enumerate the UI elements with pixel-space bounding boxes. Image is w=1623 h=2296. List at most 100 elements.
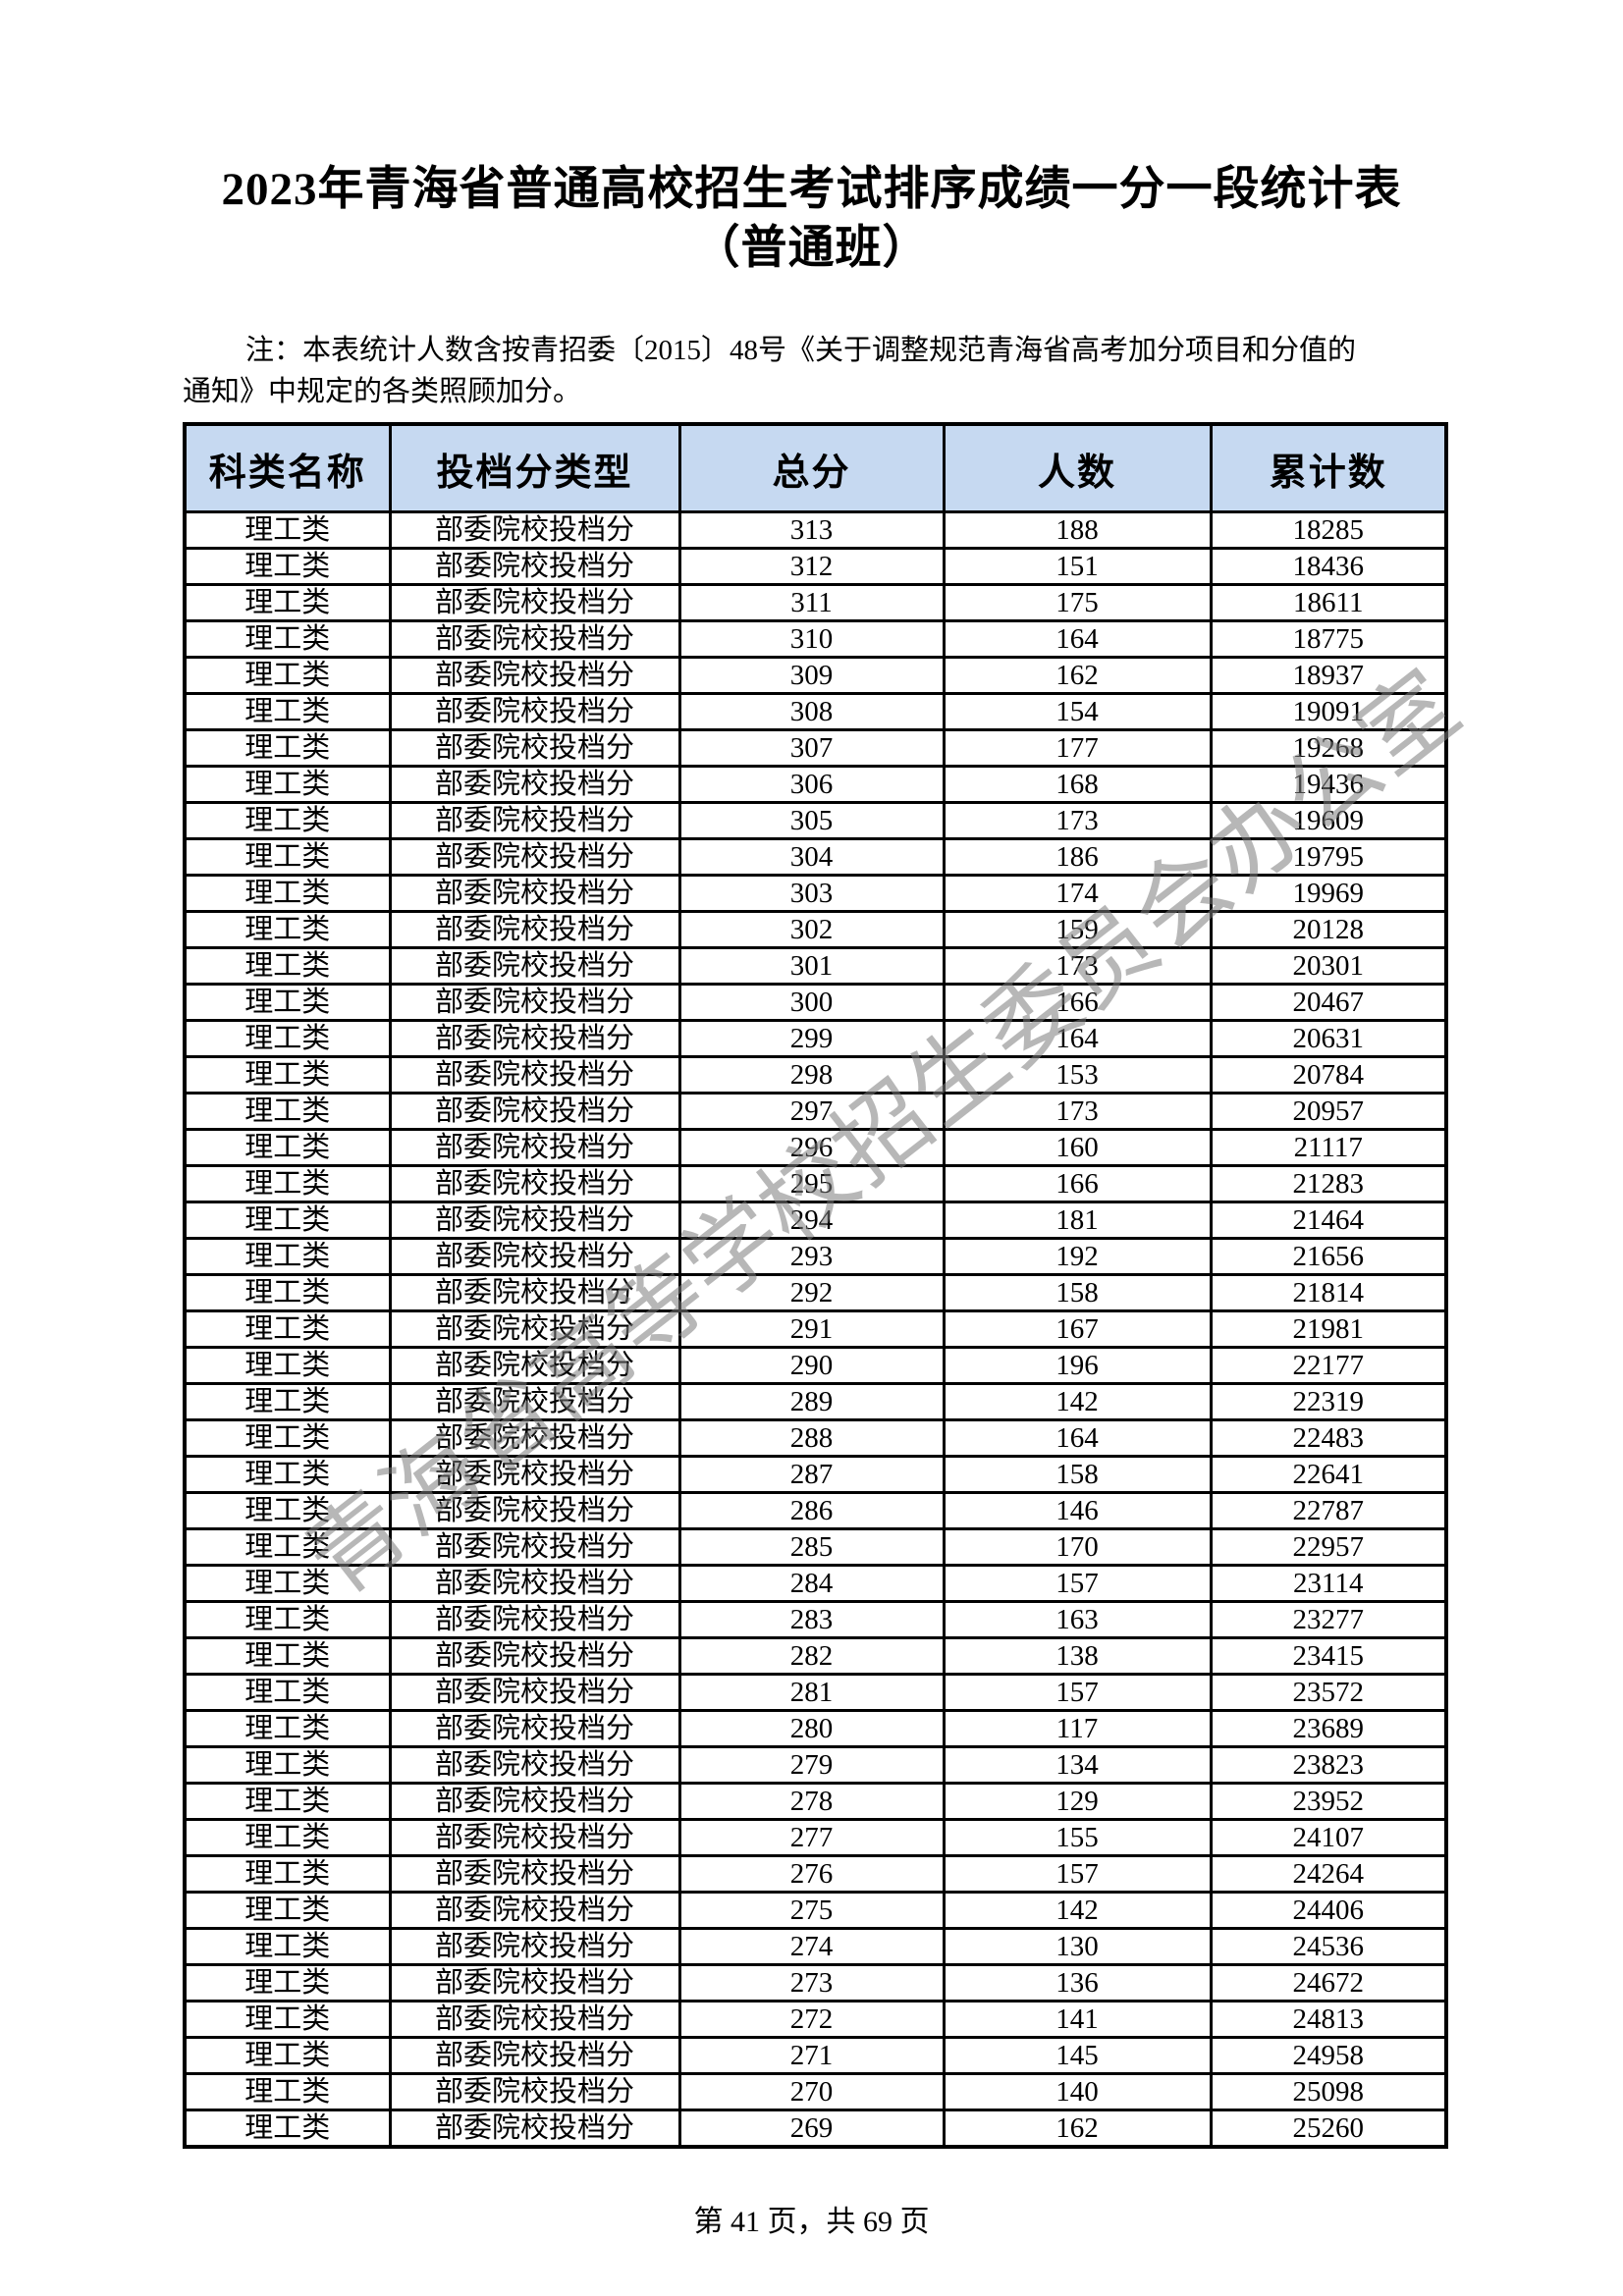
page-number-footer: 第 41 页，共 69 页	[693, 2206, 930, 2238]
table-row: 理工类 部委院校投档分 271 145 24958	[183, 2036, 1448, 2075]
cell-category: 理工类	[183, 1891, 392, 1930]
cell-total-score: 294	[677, 1201, 946, 1240]
cell-category: 理工类	[183, 1455, 392, 1494]
cell-category: 理工类	[183, 1418, 392, 1458]
cell-count: 174	[942, 874, 1213, 913]
cell-category: 理工类	[183, 1273, 392, 1312]
cell-category: 理工类	[183, 1564, 392, 1603]
cell-total-score: 301	[677, 946, 946, 986]
cell-total-score: 272	[677, 2000, 946, 2039]
score-distribution-table: 科类名称 投档分类型 总分 人数 累计数 理工类 部委院校投档分 313 188…	[183, 422, 1448, 2149]
cell-score-type: 部委院校投档分	[388, 801, 681, 840]
table-row: 理工类 部委院校投档分 294 181 21464	[183, 1201, 1448, 1240]
table-row: 理工类 部委院校投档分 281 157 23572	[183, 1673, 1448, 1712]
cell-total-score: 282	[677, 1636, 946, 1676]
cell-total-score: 287	[677, 1455, 946, 1494]
table-row: 理工类 部委院校投档分 308 154 19091	[183, 692, 1448, 731]
cell-score-type: 部委院校投档分	[388, 510, 681, 550]
cell-cumulative: 22787	[1209, 1491, 1448, 1530]
cell-score-type: 部委院校投档分	[388, 946, 681, 986]
cell-count: 162	[942, 2109, 1213, 2149]
cell-score-type: 部委院校投档分	[388, 1418, 681, 1458]
cell-count: 166	[942, 983, 1213, 1022]
cell-total-score: 306	[677, 765, 946, 804]
cell-score-type: 部委院校投档分	[388, 692, 681, 731]
cell-cumulative: 21981	[1209, 1309, 1448, 1349]
header-cumulative: 累计数	[1209, 422, 1448, 513]
cell-category: 理工类	[183, 510, 392, 550]
cell-score-type: 部委院校投档分	[388, 874, 681, 913]
cell-category: 理工类	[183, 2109, 392, 2149]
cell-cumulative: 18775	[1209, 619, 1448, 659]
cell-category: 理工类	[183, 1673, 392, 1712]
cell-category: 理工类	[183, 1164, 392, 1203]
cell-total-score: 303	[677, 874, 946, 913]
cell-count: 153	[942, 1055, 1213, 1095]
score-table-wrapper: 科类名称 投档分类型 总分 人数 累计数 理工类 部委院校投档分 313 188…	[183, 422, 1448, 2149]
cell-count: 157	[942, 1854, 1213, 1894]
cell-score-type: 部委院校投档分	[388, 1455, 681, 1494]
cell-score-type: 部委院校投档分	[388, 1782, 681, 1821]
cell-count: 186	[942, 837, 1213, 877]
cell-score-type: 部委院校投档分	[388, 728, 681, 768]
title-line-1: 2023年青海省普通高校招生考试排序成绩一分一段统计表	[221, 164, 1402, 215]
cell-cumulative: 24536	[1209, 1927, 1448, 1966]
cell-cumulative: 18285	[1209, 510, 1448, 550]
cell-count: 158	[942, 1273, 1213, 1312]
cell-count: 142	[942, 1382, 1213, 1421]
cell-score-type: 部委院校投档分	[388, 583, 681, 622]
table-row: 理工类 部委院校投档分 311 175 18611	[183, 583, 1448, 622]
cell-total-score: 309	[677, 656, 946, 695]
cell-score-type: 部委院校投档分	[388, 1891, 681, 1930]
cell-count: 170	[942, 1527, 1213, 1567]
cell-cumulative: 23952	[1209, 1782, 1448, 1821]
cell-score-type: 部委院校投档分	[388, 2072, 681, 2111]
cell-cumulative: 18436	[1209, 547, 1448, 586]
cell-total-score: 288	[677, 1418, 946, 1458]
cell-category: 理工类	[183, 765, 392, 804]
cell-count: 177	[942, 728, 1213, 768]
cell-score-type: 部委院校投档分	[388, 1346, 681, 1385]
header-total-score: 总分	[677, 422, 946, 513]
cell-count: 166	[942, 1164, 1213, 1203]
cell-count: 141	[942, 2000, 1213, 2039]
cell-total-score: 304	[677, 837, 946, 877]
cell-total-score: 290	[677, 1346, 946, 1385]
cell-category: 理工类	[183, 1201, 392, 1240]
cell-total-score: 286	[677, 1491, 946, 1530]
cell-score-type: 部委院校投档分	[388, 1309, 681, 1349]
cell-category: 理工类	[183, 692, 392, 731]
cell-total-score: 310	[677, 619, 946, 659]
cell-category: 理工类	[183, 1745, 392, 1785]
cell-category: 理工类	[183, 1055, 392, 1095]
cell-cumulative: 19609	[1209, 801, 1448, 840]
cell-category: 理工类	[183, 1527, 392, 1567]
cell-category: 理工类	[183, 1237, 392, 1276]
cell-cumulative: 18937	[1209, 656, 1448, 695]
cell-total-score: 281	[677, 1673, 946, 1712]
cell-total-score: 300	[677, 983, 946, 1022]
cell-cumulative: 24107	[1209, 1818, 1448, 1857]
cell-category: 理工类	[183, 1019, 392, 1058]
cell-cumulative: 23689	[1209, 1709, 1448, 1748]
cell-cumulative: 20957	[1209, 1092, 1448, 1131]
cell-cumulative: 21814	[1209, 1273, 1448, 1312]
cell-total-score: 277	[677, 1818, 946, 1857]
table-row: 理工类 部委院校投档分 290 196 22177	[183, 1346, 1448, 1385]
cell-score-type: 部委院校投档分	[388, 1237, 681, 1276]
cell-cumulative: 19969	[1209, 874, 1448, 913]
document-title: 2023年青海省普通高校招生考试排序成绩一分一段统计表 （普通班）	[0, 160, 1623, 278]
cell-score-type: 部委院校投档分	[388, 1491, 681, 1530]
cell-total-score: 275	[677, 1891, 946, 1930]
cell-category: 理工类	[183, 837, 392, 877]
cell-cumulative: 19436	[1209, 765, 1448, 804]
cell-total-score: 308	[677, 692, 946, 731]
table-body: 理工类 部委院校投档分 313 188 18285 理工类 部委院校投档分 31…	[183, 510, 1448, 2149]
cell-total-score: 285	[677, 1527, 946, 1567]
cell-count: 164	[942, 1019, 1213, 1058]
cell-score-type: 部委院校投档分	[388, 2000, 681, 2039]
table-row: 理工类 部委院校投档分 270 140 25098	[183, 2072, 1448, 2111]
cell-count: 158	[942, 1455, 1213, 1494]
cell-cumulative: 23823	[1209, 1745, 1448, 1785]
header-score-type: 投档分类型	[388, 422, 681, 513]
